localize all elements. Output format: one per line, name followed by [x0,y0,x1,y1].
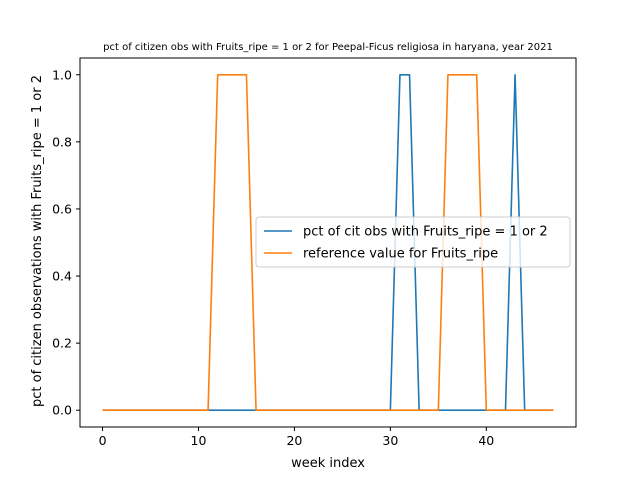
axes-frame [79,57,577,428]
x-tick-label: 40 [478,433,494,448]
x-tick-label: 0 [99,433,107,448]
y-tick-label: 0.0 [52,403,72,418]
y-tick-label: 0.2 [52,336,72,351]
legend-label-2: reference value for Fruits_ripe [303,247,498,262]
x-tick-label: 30 [382,433,398,448]
x-tick-label: 20 [286,433,302,448]
legend: pct of cit obs with Fruits_ripe = 1 or 2… [255,216,571,268]
series-line-2 [102,73,554,412]
y-tick-label: 1.0 [52,67,72,82]
legend-box [255,216,571,268]
x-tick-label: 10 [191,433,207,448]
chart-title: pct of citizen obs with Fruits_ripe = 1 … [103,42,553,53]
y-axis-label: pct of citizen observations with Fruits_… [30,75,45,407]
y-tick-label: 0.8 [52,134,72,149]
plot-area: 0 10 20 30 40 0.0 0.2 0.4 0.6 0.8 1.0 [52,57,577,448]
y-tick-label: 0.4 [52,269,72,284]
y-tick-label: 0.6 [52,201,72,216]
x-axis-label: week index [291,456,365,471]
legend-label-1: pct of cit obs with Fruits_ripe = 1 or 2 [303,225,548,240]
